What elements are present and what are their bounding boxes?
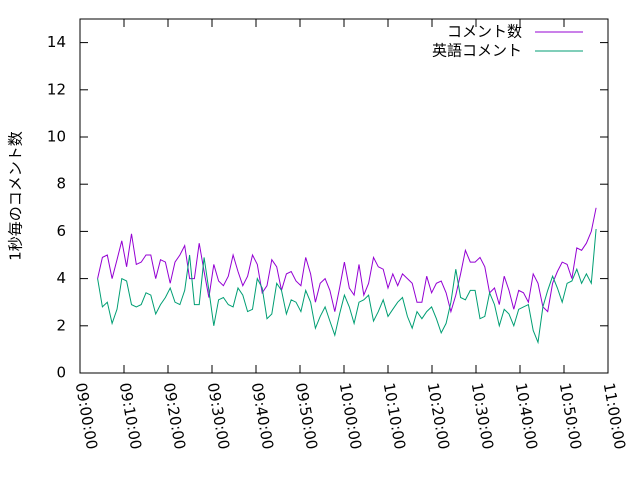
x-tick-label: 10:20:00 — [424, 381, 453, 450]
series-line — [97, 207, 597, 314]
series-line — [97, 228, 597, 345]
y-tick-label: 4 — [56, 269, 66, 287]
legend-label: 英語コメント — [432, 42, 522, 60]
y-tick-label: 2 — [56, 316, 66, 334]
legend-label: コメント数 — [447, 23, 522, 41]
y-tick-label: 6 — [56, 222, 66, 240]
y-tick-label: 10 — [47, 128, 66, 146]
y-tick-label: 8 — [56, 175, 66, 193]
y-tick-label: 14 — [47, 33, 66, 51]
x-tick-label: 10:40:00 — [512, 381, 541, 450]
y-tick-label: 12 — [47, 80, 66, 98]
x-tick-label: 11:00:00 — [600, 381, 629, 450]
x-tick-label: 10:00:00 — [336, 381, 365, 450]
x-tick-label: 09:50:00 — [292, 381, 321, 450]
y-axis-label: 1秒毎のコメント数 — [7, 131, 25, 261]
x-tick-label: 09:00:00 — [72, 381, 101, 450]
x-tick-label: 10:10:00 — [380, 381, 409, 450]
x-tick-label: 09:40:00 — [248, 381, 277, 450]
x-tick-label: 09:30:00 — [204, 381, 233, 450]
x-tick-label: 09:10:00 — [116, 381, 145, 450]
x-tick-label: 09:20:00 — [160, 381, 189, 450]
y-tick-label: 0 — [56, 364, 66, 382]
x-tick-label: 10:30:00 — [468, 381, 497, 450]
plot-frame — [79, 18, 609, 374]
x-tick-label: 10:50:00 — [556, 381, 585, 450]
